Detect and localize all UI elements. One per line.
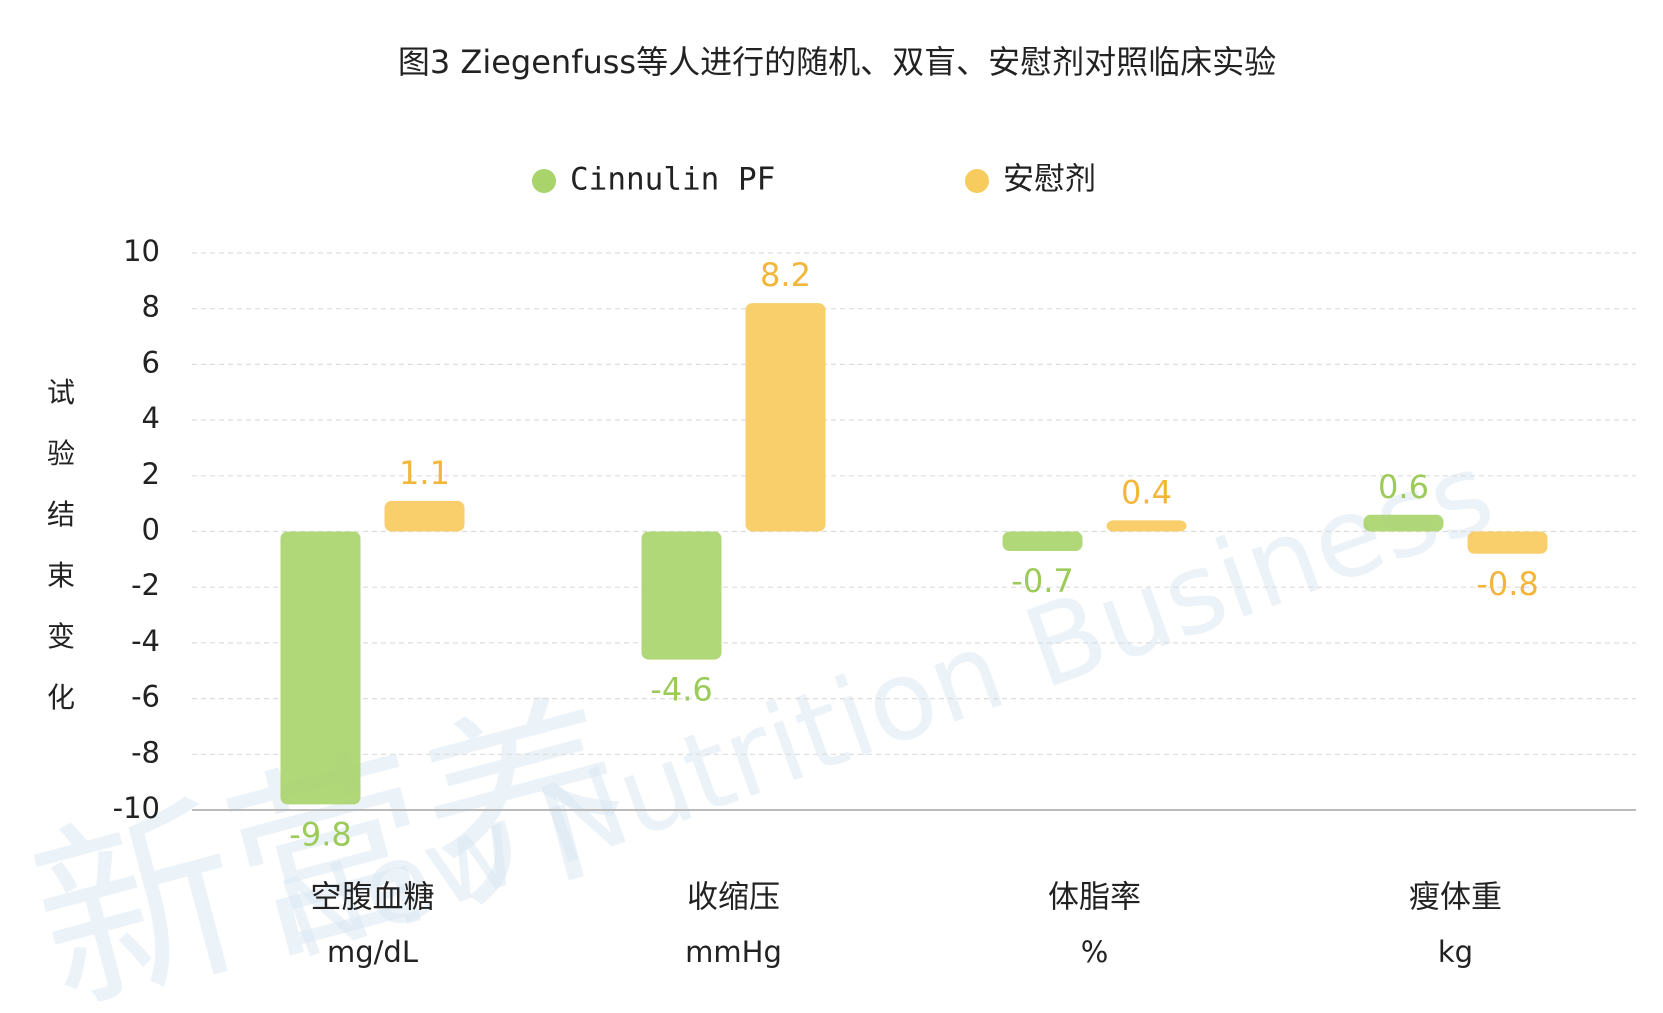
- y-tick-label: 0: [142, 513, 160, 547]
- y-axis-label: 试验结束变化: [47, 376, 75, 714]
- value-label: 0.4: [1121, 473, 1172, 511]
- y-tick-label: -10: [113, 791, 160, 825]
- bar: [641, 531, 722, 660]
- y-tick-label: -8: [131, 735, 160, 769]
- y-tick-label: -4: [131, 624, 160, 658]
- legend-label: Cinnulin PF: [570, 162, 775, 198]
- y-tick-label: -2: [131, 568, 160, 602]
- x-tick-unit: mmHg: [685, 935, 782, 969]
- value-label: 0.6: [1378, 468, 1429, 506]
- y-tick-label: 10: [123, 234, 160, 268]
- x-tick-label: 收缩压: [687, 880, 780, 916]
- value-label: -4.6: [650, 671, 712, 709]
- bar: [384, 500, 465, 532]
- bar: [1106, 520, 1187, 532]
- y-tick-label: -6: [131, 680, 160, 714]
- value-label: -0.8: [1476, 565, 1538, 603]
- legend-marker: [532, 169, 556, 193]
- x-tick-unit: kg: [1438, 935, 1473, 969]
- bar: [1467, 531, 1548, 554]
- legend-marker: [965, 169, 989, 193]
- bar: [280, 531, 361, 805]
- x-tick-label: 瘦体重: [1409, 880, 1502, 916]
- x-tick-label: 体脂率: [1048, 880, 1141, 916]
- value-label: 1.1: [399, 454, 450, 492]
- chart-title: 图3 Ziegenfuss等人进行的随机、双盲、安慰剂对照临床实验: [398, 43, 1276, 81]
- y-tick-label: 4: [142, 401, 160, 435]
- bar: [1363, 514, 1444, 532]
- x-tick-unit: mg/dL: [327, 935, 418, 969]
- legend-label: 安慰剂: [1003, 162, 1096, 198]
- value-label: -0.7: [1011, 562, 1073, 600]
- x-tick-label: 空腹血糖: [311, 880, 435, 916]
- bar: [745, 303, 826, 532]
- bar: [1002, 531, 1083, 551]
- y-tick-label: 8: [142, 290, 160, 324]
- value-label: 8.2: [760, 256, 811, 294]
- y-tick-label: 2: [142, 457, 160, 491]
- y-tick-label: 6: [142, 345, 160, 379]
- x-tick-unit: %: [1081, 935, 1109, 969]
- value-label: -9.8: [289, 815, 351, 853]
